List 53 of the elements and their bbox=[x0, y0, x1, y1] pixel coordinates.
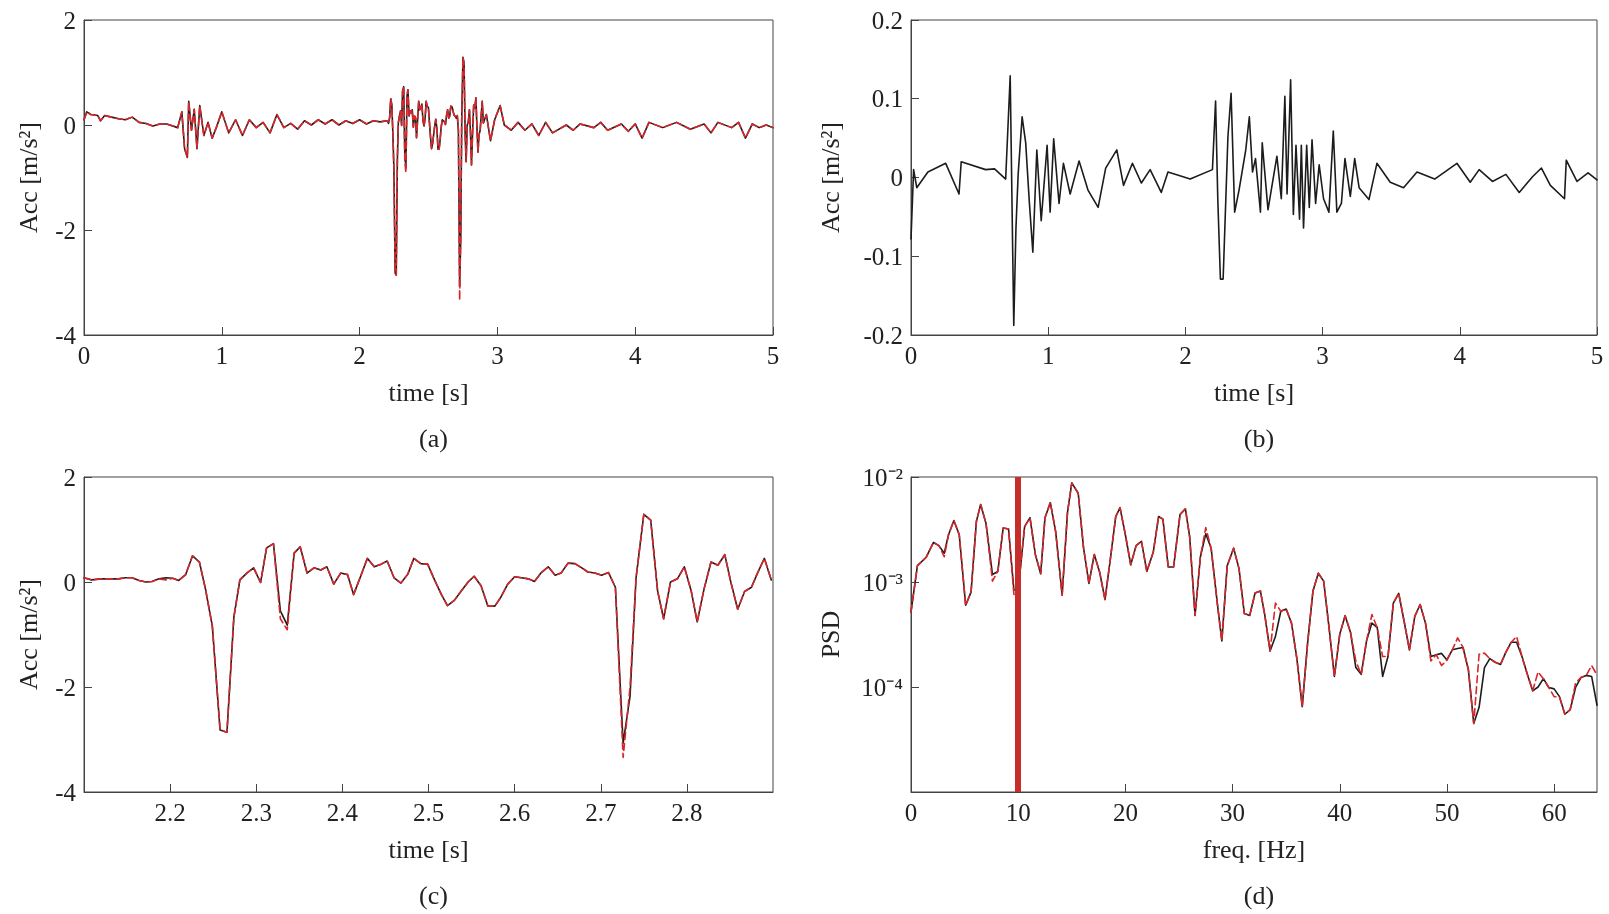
x-tick-label: 2.8 bbox=[671, 799, 703, 826]
x-tick-label: 2 bbox=[1179, 342, 1192, 369]
y-tick-label: 2 bbox=[63, 463, 76, 491]
y-tick-label: -0.2 bbox=[863, 321, 903, 349]
text: (c) bbox=[419, 880, 448, 910]
text: (b) bbox=[1243, 423, 1275, 453]
y-tick-label: -2 bbox=[55, 673, 76, 701]
y-tick-label: 0 bbox=[63, 111, 76, 139]
x-tick-label: 3 bbox=[491, 342, 504, 369]
y-tick-label: 10⁻³ bbox=[862, 568, 904, 596]
y-tick-label: 0 bbox=[890, 164, 903, 191]
y-axis-title: Acc [m/s²] bbox=[13, 121, 43, 234]
x-axis-title: freq. [Hz] bbox=[1202, 834, 1306, 864]
x-tick-label: 30 bbox=[1220, 799, 1246, 826]
x-tick-label: 60 bbox=[1541, 799, 1567, 826]
x-tick-label: 5 bbox=[766, 342, 780, 369]
x-tick-label: 10 bbox=[1005, 799, 1031, 826]
y-axis-title: PSD bbox=[815, 610, 845, 659]
x-axis-title: time [s] bbox=[388, 834, 469, 864]
x-tick-label: 3 bbox=[1316, 342, 1329, 369]
y-tick-label: 0.1 bbox=[871, 85, 903, 113]
x-tick-label: 2.3 bbox=[240, 799, 272, 826]
x-tick-label: 1 bbox=[1041, 342, 1055, 369]
y-tick-label: 2 bbox=[63, 6, 76, 34]
x-tick-label: 4 bbox=[1453, 342, 1467, 369]
y-tick-label: -4 bbox=[55, 778, 77, 806]
line-series bbox=[910, 75, 1598, 327]
x-tick-label: 2.5 bbox=[412, 799, 445, 826]
y-tick-label: 10⁻⁴ bbox=[861, 673, 904, 701]
x-tick-label: 2 bbox=[353, 342, 366, 369]
y-tick-label: 0 bbox=[63, 568, 76, 596]
y-axis-title: Acc [m/s²] bbox=[815, 121, 845, 234]
y-tick-label: -2 bbox=[55, 216, 76, 244]
x-tick-label: 4 bbox=[628, 342, 642, 369]
text: (d) bbox=[1243, 880, 1275, 910]
x-axis-title: time [s] bbox=[1213, 377, 1295, 407]
y-axis-title: Acc [m/s²] bbox=[13, 578, 43, 691]
x-tick-label: 2.4 bbox=[326, 799, 359, 826]
x-tick-label: 50 bbox=[1434, 799, 1460, 826]
x-tick-label: 1 bbox=[215, 342, 229, 369]
line-series bbox=[910, 482, 1598, 725]
x-tick-label: 40 bbox=[1327, 799, 1353, 826]
y-tick-label: -0.1 bbox=[863, 242, 903, 270]
x-tick-label: 20 bbox=[1112, 799, 1138, 826]
x-tick-label: 5 bbox=[1590, 342, 1604, 369]
text: (a) bbox=[419, 423, 448, 453]
x-axis-title: time [s] bbox=[388, 377, 469, 407]
x-tick-label: 2.6 bbox=[499, 799, 531, 826]
y-tick-label: 10⁻² bbox=[862, 463, 903, 491]
y-tick-label: -4 bbox=[55, 321, 77, 349]
x-tick-label: 2.7 bbox=[585, 799, 617, 826]
x-tick-label: 2.2 bbox=[154, 799, 186, 826]
y-tick-label: 0.2 bbox=[871, 6, 903, 34]
